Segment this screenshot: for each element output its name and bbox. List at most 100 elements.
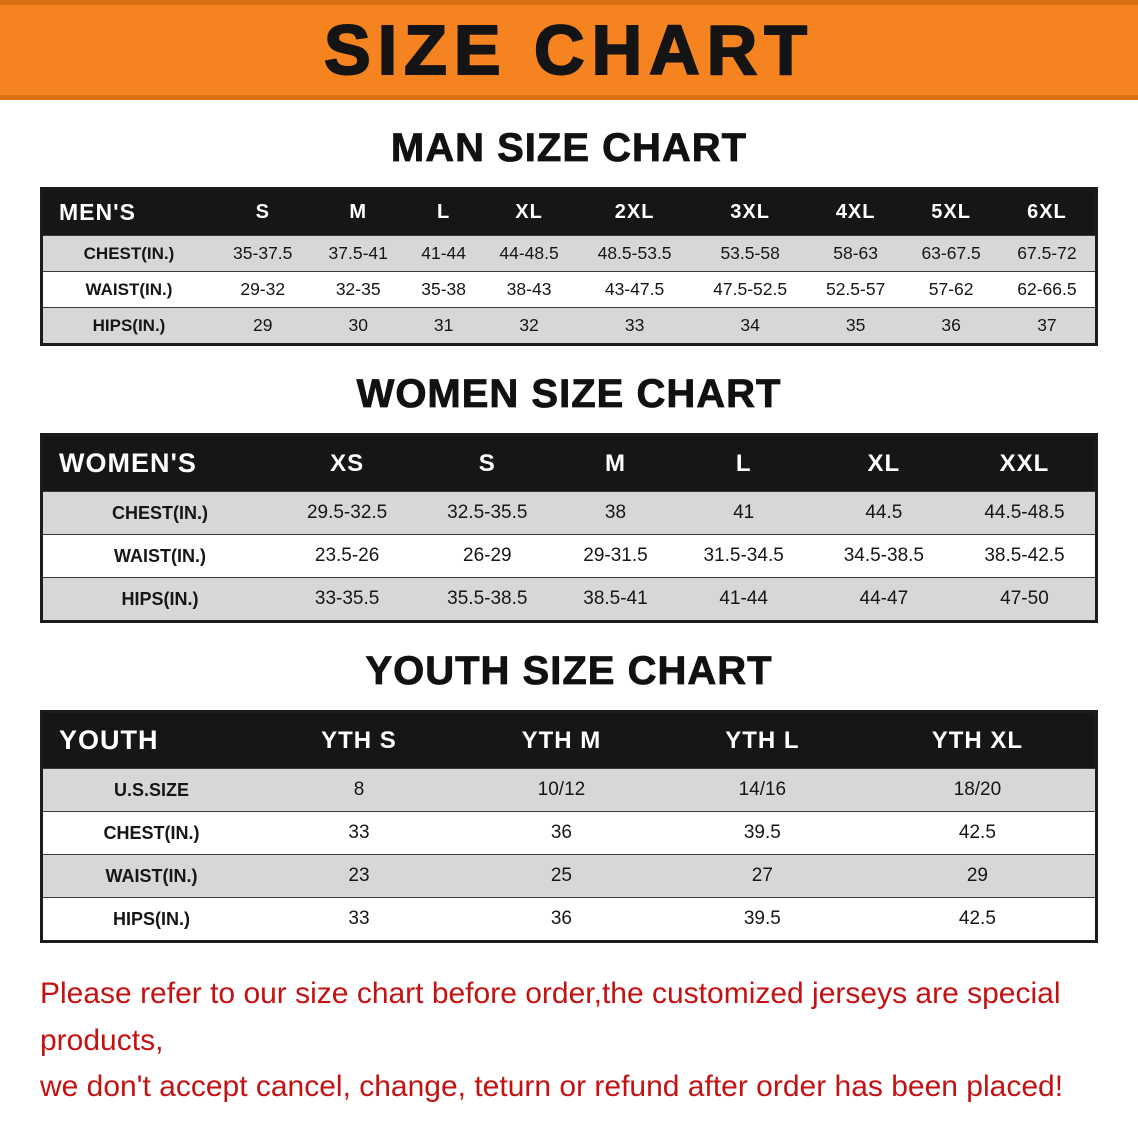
- size-value-cell: 18/20: [953, 779, 1002, 800]
- table-row: CHEST(IN.) 29.5-32.5 32.5-35.5 38 41 44.5 44.5…: [41, 491, 1097, 535]
- size-value-cell: 42.5: [958, 908, 996, 929]
- size-value-cell: 38.5-41: [583, 588, 648, 609]
- size-value-cell: 33: [624, 315, 645, 335]
- size-column-header: YTH L: [664, 711, 860, 769]
- size-value-cell: 48.5-53.5: [597, 243, 672, 263]
- table-row: CHEST(IN.) 35-37.5 37.5-41 41-44 44-48.5 48.5…: [41, 235, 1097, 272]
- size-value-cell: 29-32: [240, 279, 286, 299]
- size-value-cell: 8: [353, 779, 365, 800]
- size-column-header: XXL: [953, 434, 1097, 492]
- size-value-cell: 58-63: [833, 243, 879, 263]
- table-header-row: WOMEN'S XS S M L XL XXL: [41, 434, 1097, 492]
- size-value-cell: 35-38: [421, 279, 467, 299]
- size-value-cell: 38.5-42.5: [984, 545, 1065, 566]
- men-size-table: MEN'S S M L XL 2XL 3XL 4XL 5XL 6XL CHEST(IN.) 35-37…: [40, 187, 1098, 346]
- size-value-cell: 32: [519, 315, 539, 335]
- size-value-cell: 29.5-32.5: [306, 502, 388, 523]
- size-value-cell: 36: [550, 908, 572, 929]
- size-value-cell: 34: [740, 315, 760, 335]
- size-value-cell: 53.5-58: [720, 243, 780, 263]
- table-row: U.S.SIZE 8 10/12 14/16 18/20: [41, 768, 1097, 812]
- women-size-table: WOMEN'S XS S M L XL XXL CHEST(IN.) 29.5-32.5 32.5…: [40, 433, 1098, 623]
- row-label: CHEST(IN.): [112, 502, 208, 523]
- size-value-cell: 62-66.5: [1017, 279, 1077, 299]
- size-value-cell: 67.5-72: [1017, 243, 1077, 263]
- row-label: WAIST(IN.): [114, 545, 206, 566]
- table-row: HIPS(IN.) 33 36 39.5 42.5: [41, 897, 1097, 942]
- size-value-cell: 41: [733, 502, 755, 523]
- size-column-header: XL: [481, 188, 577, 236]
- size-value-cell: 36: [941, 315, 961, 335]
- women-section-heading: WOMEN SIZE CHART: [356, 372, 782, 417]
- size-value-cell: 32.5-35.5: [447, 502, 528, 523]
- size-value-cell: 29: [253, 315, 273, 335]
- size-column-header: 3XL: [692, 188, 808, 236]
- size-value-cell: 44.5: [865, 502, 903, 523]
- size-column-header: M: [310, 188, 406, 236]
- size-column-header: S: [215, 188, 311, 236]
- row-label: WAIST(IN.): [85, 279, 173, 299]
- size-value-cell: 33-35.5: [314, 588, 380, 609]
- size-value-cell: 29-31.5: [583, 545, 648, 566]
- size-column-header: S: [417, 434, 558, 492]
- size-value-cell: 27: [751, 865, 773, 886]
- size-value-cell: 30: [348, 315, 368, 335]
- men-section-heading: MAN SIZE CHART: [390, 126, 748, 171]
- size-value-cell: 43-47.5: [604, 279, 665, 299]
- size-value-cell: 34.5-38.5: [843, 545, 924, 566]
- size-value-cell: 57-62: [928, 279, 974, 299]
- size-column-header: YTH M: [457, 711, 665, 769]
- row-label: HIPS(IN.): [121, 588, 199, 609]
- size-value-cell: 35: [845, 315, 866, 335]
- size-value-cell: 10/12: [537, 779, 586, 800]
- size-column-header: 2XL: [576, 188, 693, 236]
- size-value-cell: 23: [348, 865, 370, 886]
- size-column-header: YTH XL: [859, 711, 1097, 769]
- size-value-cell: 37: [1037, 315, 1057, 335]
- size-value-cell: 47.5-52.5: [713, 279, 788, 299]
- table-group-label: WOMEN'S: [41, 434, 277, 492]
- size-value-cell: 32-35: [335, 279, 381, 299]
- size-value-cell: 36: [550, 822, 572, 843]
- size-value-cell: 38-43: [506, 279, 552, 299]
- size-value-cell: 41-44: [421, 243, 467, 263]
- size-chart-banner: SIZE CHART: [0, 0, 1138, 100]
- size-value-cell: 38: [604, 502, 627, 523]
- size-value-cell: 41-44: [719, 588, 768, 609]
- size-column-header: YTH S: [260, 711, 458, 769]
- size-value-cell: 26-29: [463, 545, 512, 566]
- size-column-header: 6XL: [998, 188, 1097, 236]
- women-size-section: WOMEN SIZE CHART WOMEN'S XS S M L XL XXL CHEST(…: [0, 372, 1138, 623]
- size-value-cell: 52.5-57: [825, 279, 886, 299]
- size-value-cell: 33: [348, 822, 370, 843]
- banner-title: SIZE CHART: [323, 10, 814, 90]
- row-label: WAIST(IN.): [105, 865, 198, 886]
- size-column-header: L: [673, 434, 814, 492]
- size-value-cell: 35-37.5: [233, 243, 293, 263]
- size-column-header: M: [557, 434, 674, 492]
- youth-section-heading: YOUTH SIZE CHART: [365, 649, 773, 694]
- table-row: HIPS(IN.) 29 30 31 32 33 34 35 36 37: [41, 307, 1097, 345]
- size-value-cell: 33: [348, 908, 370, 929]
- row-label: HIPS(IN.): [112, 908, 190, 929]
- table-group-label: MEN'S: [41, 188, 215, 236]
- size-value-cell: 25: [550, 865, 572, 886]
- footer-disclaimer-line: we don't accept cancel, change, teturn o…: [40, 1070, 1064, 1103]
- size-charts-main: MAN SIZE CHART MEN'S S M L XL 2XL 3XL 4XL 5XL 6XL…: [0, 126, 1138, 1111]
- size-value-cell: 31.5-34.5: [703, 545, 784, 566]
- footer-disclaimer-line: Please refer to our size chart before or…: [40, 977, 1061, 1057]
- size-value-cell: 47-50: [1000, 588, 1049, 609]
- row-label: CHEST(IN.): [103, 822, 200, 843]
- table-row: WAIST(IN.) 23 25 27 29: [41, 854, 1097, 898]
- row-label: CHEST(IN.): [83, 243, 175, 263]
- size-value-cell: 29: [966, 865, 988, 886]
- youth-size-table: YOUTH YTH S YTH M YTH L YTH XL U.S.SIZE 8 10/12…: [40, 710, 1098, 943]
- table-row: CHEST(IN.) 33 36 39.5 42.5: [41, 811, 1097, 855]
- size-value-cell: 44.5-48.5: [984, 502, 1065, 523]
- table-row: WAIST(IN.) 29-32 32-35 35-38 38-43 43-47.5 47.…: [41, 271, 1097, 308]
- size-column-header: L: [405, 188, 482, 236]
- size-value-cell: 44-48.5: [499, 243, 559, 263]
- footer-disclaimer: Please refer to our size chart before or…: [40, 971, 1100, 1111]
- size-value-cell: 14/16: [738, 779, 787, 800]
- table-row: WAIST(IN.) 23.5-26 26-29 29-31.5 31.5-34.5 34…: [41, 534, 1097, 578]
